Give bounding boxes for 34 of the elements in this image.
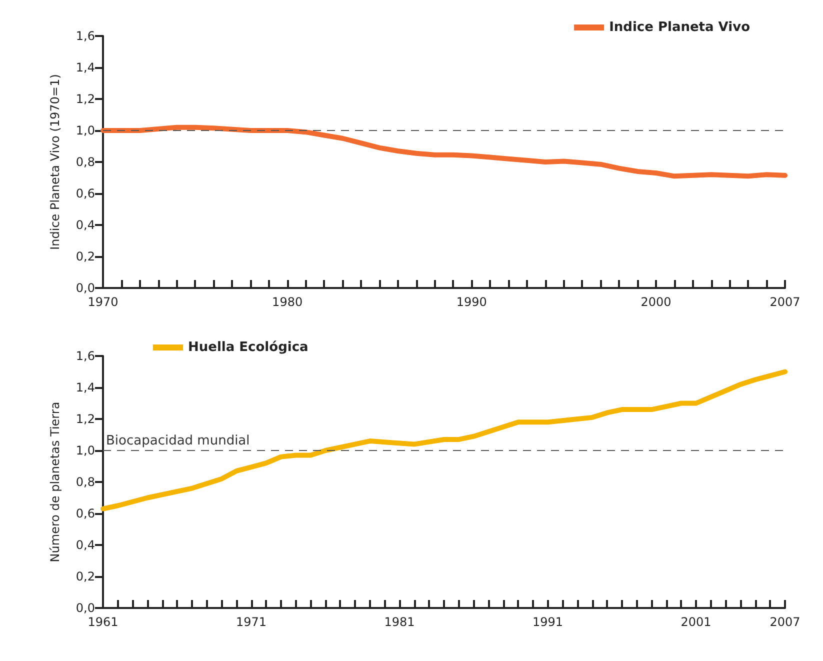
- y-tick-label: 1,0: [76, 124, 95, 138]
- y-tick-label: 1,4: [76, 60, 95, 74]
- y-tick-label: 1,0: [76, 444, 95, 458]
- x-tick-label: 2007: [770, 295, 800, 309]
- y-tick-label: 0,8: [76, 475, 95, 489]
- y-tick-label: 0,2: [76, 570, 95, 584]
- y-tick-label: 0,2: [76, 250, 95, 264]
- x-tick-label: 2000: [640, 295, 672, 309]
- y-axis-title: Número de planetas Tierra: [48, 402, 62, 562]
- y-tick-label: 0,6: [76, 506, 95, 520]
- x-tick-label: 1971: [236, 615, 267, 629]
- y-tick-label: 0,0: [76, 601, 95, 615]
- legend-label: Huella Ecológica: [188, 340, 308, 355]
- x-tick-label: 2007: [770, 615, 800, 629]
- y-tick-label: 1,2: [76, 412, 95, 426]
- ref-line-label: Biocapacidad mundial: [106, 434, 250, 448]
- y-tick-label: 1,2: [76, 92, 95, 106]
- y-axis-title: Indice Planeta Vivo (1970=1): [48, 74, 62, 250]
- x-tick-label: 2001: [680, 615, 712, 629]
- x-tick-label: 1970: [88, 295, 118, 309]
- y-tick-label: 1,6: [76, 29, 95, 43]
- legend-label: Indice Planeta Vivo: [609, 20, 750, 35]
- y-tick-label: 1,6: [76, 349, 95, 363]
- x-tick-label: 1991: [532, 615, 564, 629]
- x-tick-label: 1990: [456, 295, 487, 309]
- x-tick-label: 1961: [88, 615, 118, 629]
- y-tick-label: 0,6: [76, 186, 95, 200]
- y-tick-label: 0,8: [76, 155, 95, 169]
- y-tick-label: 0,4: [76, 218, 95, 232]
- x-tick-label: 1980: [272, 295, 303, 309]
- y-tick-label: 0,0: [76, 281, 95, 295]
- y-tick-label: 1,4: [76, 380, 95, 394]
- x-tick-label: 1981: [384, 615, 415, 629]
- y-tick-label: 0,4: [76, 538, 95, 552]
